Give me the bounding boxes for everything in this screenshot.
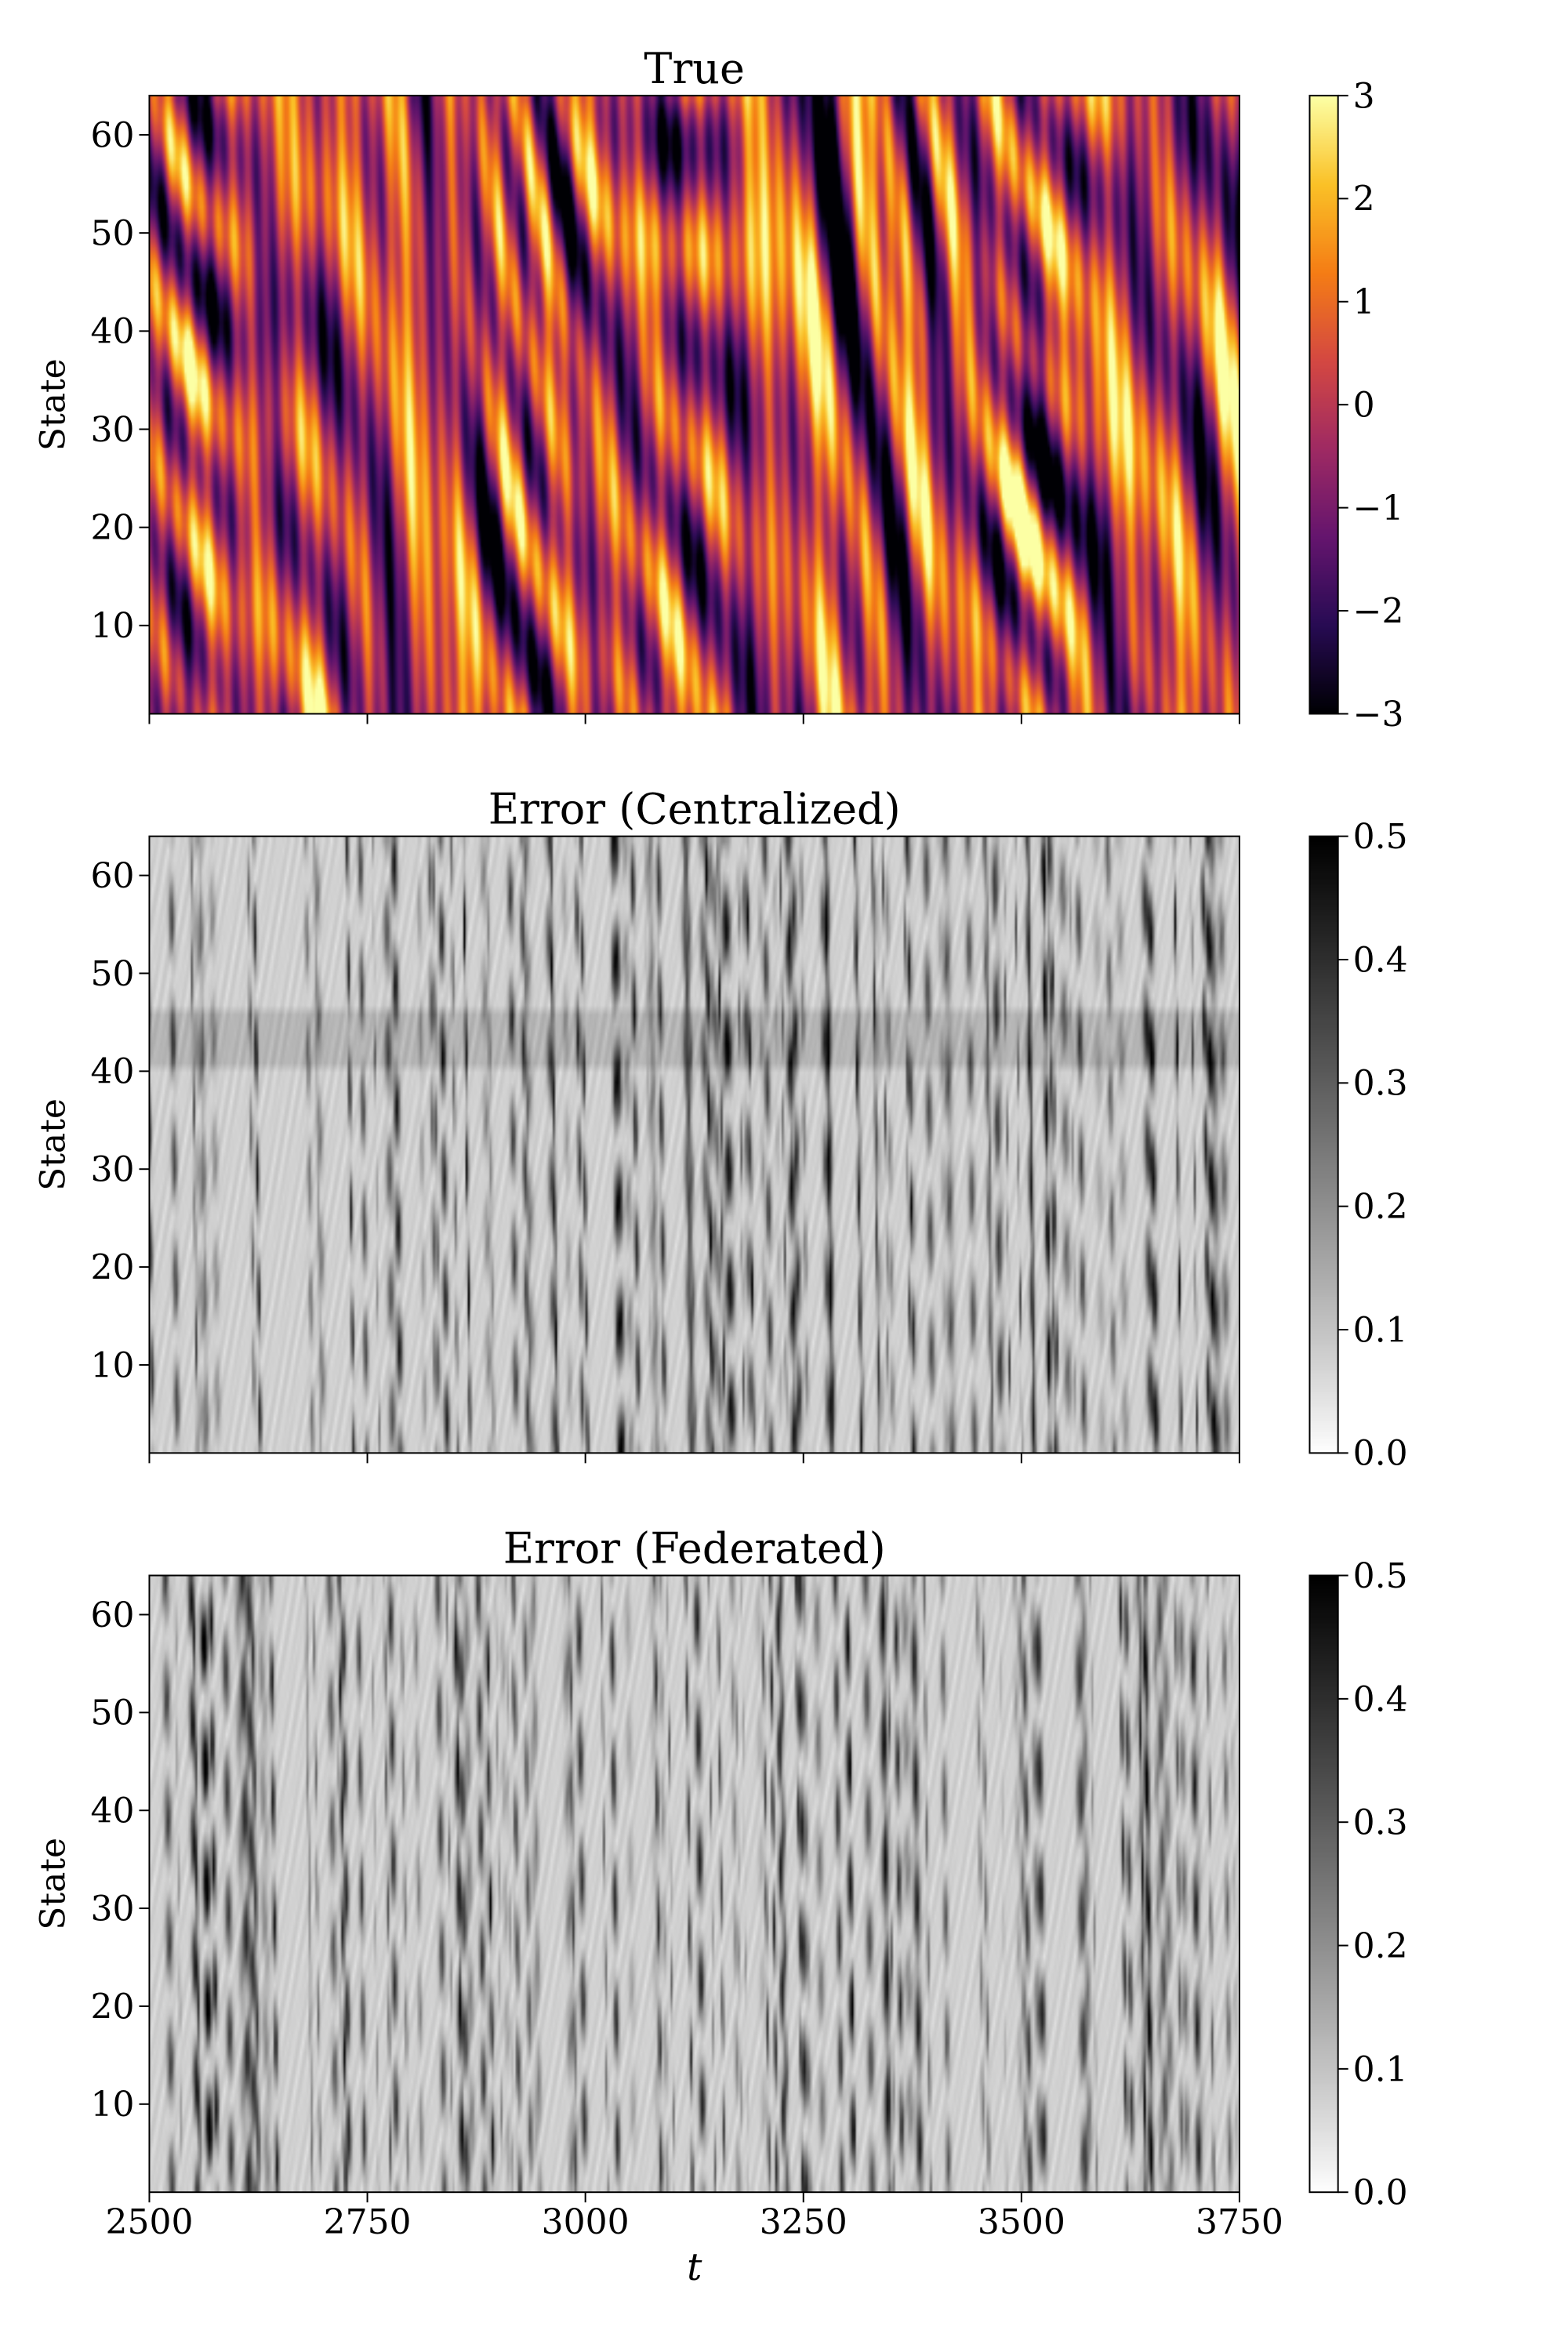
colorbar-tick-label: −3 — [1353, 695, 1404, 735]
y-tick-label: 30 — [90, 410, 134, 450]
colorbar-tick-label: 3 — [1353, 76, 1375, 116]
heatmap — [149, 1575, 1240, 2193]
y-tick-label: 10 — [90, 606, 134, 646]
heatmap — [149, 95, 1240, 714]
y-tick-label: 60 — [90, 856, 134, 896]
colorbar-tick-label: 2 — [1353, 180, 1375, 220]
y-tick-label: 40 — [90, 1791, 134, 1831]
y-tick-label: 20 — [90, 1247, 134, 1287]
y-tick-label: 60 — [90, 1595, 134, 1635]
colorbar-tick-label: 0.1 — [1353, 1310, 1408, 1350]
colorbar-tick-label: 0.4 — [1353, 1679, 1408, 1719]
y-tick-label: 50 — [90, 954, 134, 994]
y-axis-label: State — [33, 358, 73, 451]
y-tick-label: 10 — [90, 2085, 134, 2125]
x-tick-label: 2500 — [105, 2202, 193, 2242]
y-tick-label: 60 — [90, 115, 134, 155]
colorbar-tick-label: 0.4 — [1353, 940, 1408, 980]
colorbar-tick-label: 0.3 — [1353, 1064, 1408, 1104]
panel-3: Error (Federated) State 10 20 30 40 50 60 2500 27… — [33, 1524, 1407, 2290]
y-tick-label: 40 — [90, 312, 134, 352]
colorbar-tick-label: 0.2 — [1353, 1187, 1408, 1227]
colorbar: 0.5 0.4 0.3 0.2 0.1 0.0 — [1308, 1556, 1408, 2213]
chart-title: Error (Federated) — [503, 1524, 886, 1573]
chart-title: True — [644, 44, 745, 93]
colorbar: 0.5 0.4 0.3 0.2 0.1 0.0 — [1308, 817, 1408, 1474]
x-tick-label: 3000 — [542, 2202, 630, 2242]
colorbar-tick-label: −1 — [1353, 488, 1404, 528]
y-tick-label: 50 — [90, 214, 134, 254]
y-tick-label: 30 — [90, 1150, 134, 1190]
x-axis-label: t — [687, 2245, 702, 2289]
y-tick-label: 20 — [90, 1987, 134, 2027]
y-axis-label: State — [33, 1098, 73, 1191]
plot-frame — [148, 835, 1240, 1454]
x-tick-label: 3500 — [978, 2202, 1065, 2242]
colorbar-tick-label: 0.1 — [1353, 2049, 1408, 2089]
y-axis-label: State — [33, 1838, 73, 1930]
x-tick-label: 3750 — [1196, 2202, 1283, 2242]
panel-2: Error (Centralized)State1020304050600.50… — [33, 785, 1407, 1474]
y-tick-label: 20 — [90, 508, 134, 548]
colorbar-tick-label: 0.5 — [1353, 817, 1408, 857]
colorbar-tick-label: 0.2 — [1353, 1926, 1408, 1966]
y-tick-label: 10 — [90, 1345, 134, 1385]
chart-title: Error (Centralized) — [488, 785, 901, 834]
colorbar-gradient — [1309, 95, 1338, 714]
plot-frame — [148, 1574, 1240, 2194]
colorbar-gradient — [1309, 1575, 1338, 2193]
colorbar: 3 2 1 0 −1 −2 −3 — [1308, 76, 1404, 735]
colorbar-tick-label: 0.5 — [1353, 1556, 1408, 1596]
colorbar-frame — [1308, 1574, 1339, 2194]
colorbar-tick-label: −2 — [1353, 591, 1404, 631]
y-tick-label: 30 — [90, 1889, 134, 1929]
colorbar-tick-label: 1 — [1353, 282, 1375, 322]
x-tick-label: 2750 — [324, 2202, 412, 2242]
heatmap — [149, 836, 1240, 1454]
x-tick-label: 3250 — [760, 2202, 848, 2242]
y-tick-label: 40 — [90, 1052, 134, 1092]
colorbar-tick-label: 0.0 — [1353, 1434, 1408, 1474]
colorbar-tick-label: 0.0 — [1353, 2173, 1408, 2213]
colorbar-frame — [1308, 835, 1339, 1454]
colorbar-tick-label: 0 — [1353, 386, 1375, 426]
plot-frame — [148, 94, 1240, 715]
y-tick-label: 50 — [90, 1693, 134, 1733]
colorbar-gradient — [1309, 836, 1338, 1454]
colorbar-tick-label: 0.3 — [1353, 1803, 1408, 1843]
